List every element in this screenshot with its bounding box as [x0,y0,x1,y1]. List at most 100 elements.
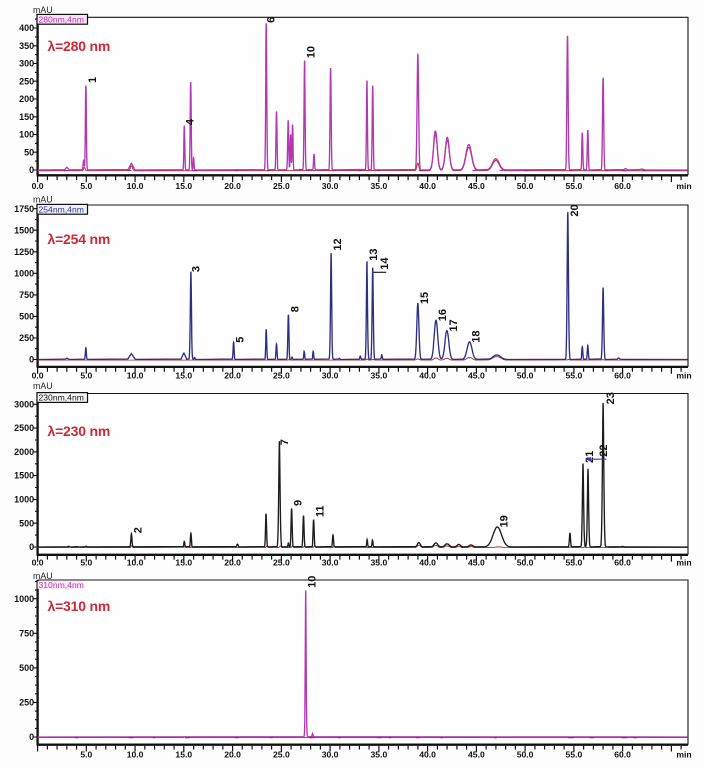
svg-text:30.0: 30.0 [322,749,339,759]
svg-text:5.0: 5.0 [80,371,92,381]
svg-text:500: 500 [19,518,34,528]
svg-text:300: 300 [19,59,34,69]
svg-text:0: 0 [29,355,34,365]
svg-text:0: 0 [29,732,34,742]
svg-text:8: 8 [289,306,301,312]
svg-text:5.0: 5.0 [80,557,92,567]
svg-text:200: 200 [19,94,34,104]
svg-text:mAU: mAU [33,5,53,15]
svg-text:λ=310 nm: λ=310 nm [48,598,111,614]
svg-text:15.0: 15.0 [175,557,192,567]
svg-text:30.0: 30.0 [322,557,339,567]
svg-text:λ=254 nm: λ=254 nm [48,231,111,247]
svg-text:55.0: 55.0 [566,181,583,191]
svg-text:0.0: 0.0 [32,557,44,567]
svg-text:35.0: 35.0 [371,557,388,567]
svg-text:0.0: 0.0 [32,371,44,381]
svg-text:20.0: 20.0 [224,557,241,567]
svg-text:λ=230 nm: λ=230 nm [48,423,111,439]
svg-text:5.0: 5.0 [80,749,92,759]
svg-text:15.0: 15.0 [175,181,192,191]
svg-text:45.0: 45.0 [468,181,485,191]
svg-text:6: 6 [266,17,278,23]
svg-text:1000: 1000 [14,268,34,278]
svg-text:17: 17 [448,319,460,331]
svg-text:500: 500 [19,312,34,322]
svg-text:5: 5 [235,337,247,343]
svg-text:30.0: 30.0 [322,181,339,191]
svg-text:250: 250 [19,76,34,86]
svg-text:50.0: 50.0 [517,181,534,191]
svg-text:45.0: 45.0 [468,749,485,759]
svg-text:15.0: 15.0 [175,749,192,759]
svg-text:50.0: 50.0 [517,749,534,759]
svg-text:7: 7 [279,439,291,445]
svg-text:40.0: 40.0 [419,181,436,191]
svg-text:750: 750 [19,628,34,638]
svg-text:15.0: 15.0 [175,371,192,381]
svg-text:3: 3 [190,266,202,272]
svg-text:1750: 1750 [14,204,34,214]
svg-text:14: 14 [379,257,391,270]
svg-text:40.0: 40.0 [419,371,436,381]
svg-text:16: 16 [437,309,449,321]
svg-text:1: 1 [87,77,99,83]
svg-text:40.0: 40.0 [419,557,436,567]
svg-text:50: 50 [24,147,34,157]
svg-text:2500: 2500 [14,423,34,433]
svg-text:mAU: mAU [33,195,53,205]
svg-text:230nm,4nm: 230nm,4nm [39,393,84,403]
svg-text:254nm,4nm: 254nm,4nm [39,204,84,214]
svg-text:400: 400 [19,23,34,33]
svg-text:60.0: 60.0 [614,181,631,191]
svg-text:100: 100 [19,130,34,140]
svg-text:0: 0 [29,542,34,552]
svg-text:30.0: 30.0 [322,371,339,381]
svg-text:10.0: 10.0 [127,557,144,567]
svg-text:2: 2 [132,527,144,533]
svg-text:min: min [676,557,691,567]
svg-text:35.0: 35.0 [371,749,388,759]
svg-text:50.0: 50.0 [517,557,534,567]
svg-text:750: 750 [19,290,34,300]
svg-text:55.0: 55.0 [566,557,583,567]
svg-text:35.0: 35.0 [371,371,388,381]
svg-text:45.0: 45.0 [468,557,485,567]
svg-text:25.0: 25.0 [273,557,290,567]
svg-text:22: 22 [598,445,610,457]
svg-text:11: 11 [315,505,327,517]
svg-text:10.0: 10.0 [127,181,144,191]
svg-text:21: 21 [584,451,596,463]
svg-text:50.0: 50.0 [517,371,534,381]
svg-text:1500: 1500 [14,471,34,481]
svg-text:0.0: 0.0 [32,181,44,191]
svg-text:10.0: 10.0 [127,371,144,381]
svg-text:2000: 2000 [14,447,34,457]
svg-text:500: 500 [19,663,34,673]
svg-text:25.0: 25.0 [273,181,290,191]
svg-text:350: 350 [19,41,34,51]
svg-text:10: 10 [307,576,319,588]
svg-text:λ=280 nm: λ=280 nm [48,38,111,54]
svg-text:18: 18 [471,331,483,343]
svg-text:20.0: 20.0 [224,371,241,381]
svg-text:3000: 3000 [14,399,34,409]
svg-text:45.0: 45.0 [468,371,485,381]
svg-text:20.0: 20.0 [224,749,241,759]
svg-text:1500: 1500 [14,225,34,235]
svg-text:19: 19 [498,515,510,527]
svg-text:1250: 1250 [14,247,34,257]
svg-text:mAU: mAU [33,381,53,391]
svg-text:min: min [676,371,691,381]
svg-text:310nm,4nm: 310nm,4nm [39,580,84,590]
svg-text:15: 15 [419,292,431,304]
svg-text:250: 250 [19,698,34,708]
svg-text:250: 250 [19,333,34,343]
svg-text:40.0: 40.0 [419,749,436,759]
svg-text:min: min [676,181,691,191]
svg-text:25.0: 25.0 [273,749,290,759]
svg-text:60.0: 60.0 [614,749,631,759]
svg-text:280nm,4nm: 280nm,4nm [39,14,84,24]
svg-text:10.0: 10.0 [127,749,144,759]
svg-text:150: 150 [19,112,34,122]
